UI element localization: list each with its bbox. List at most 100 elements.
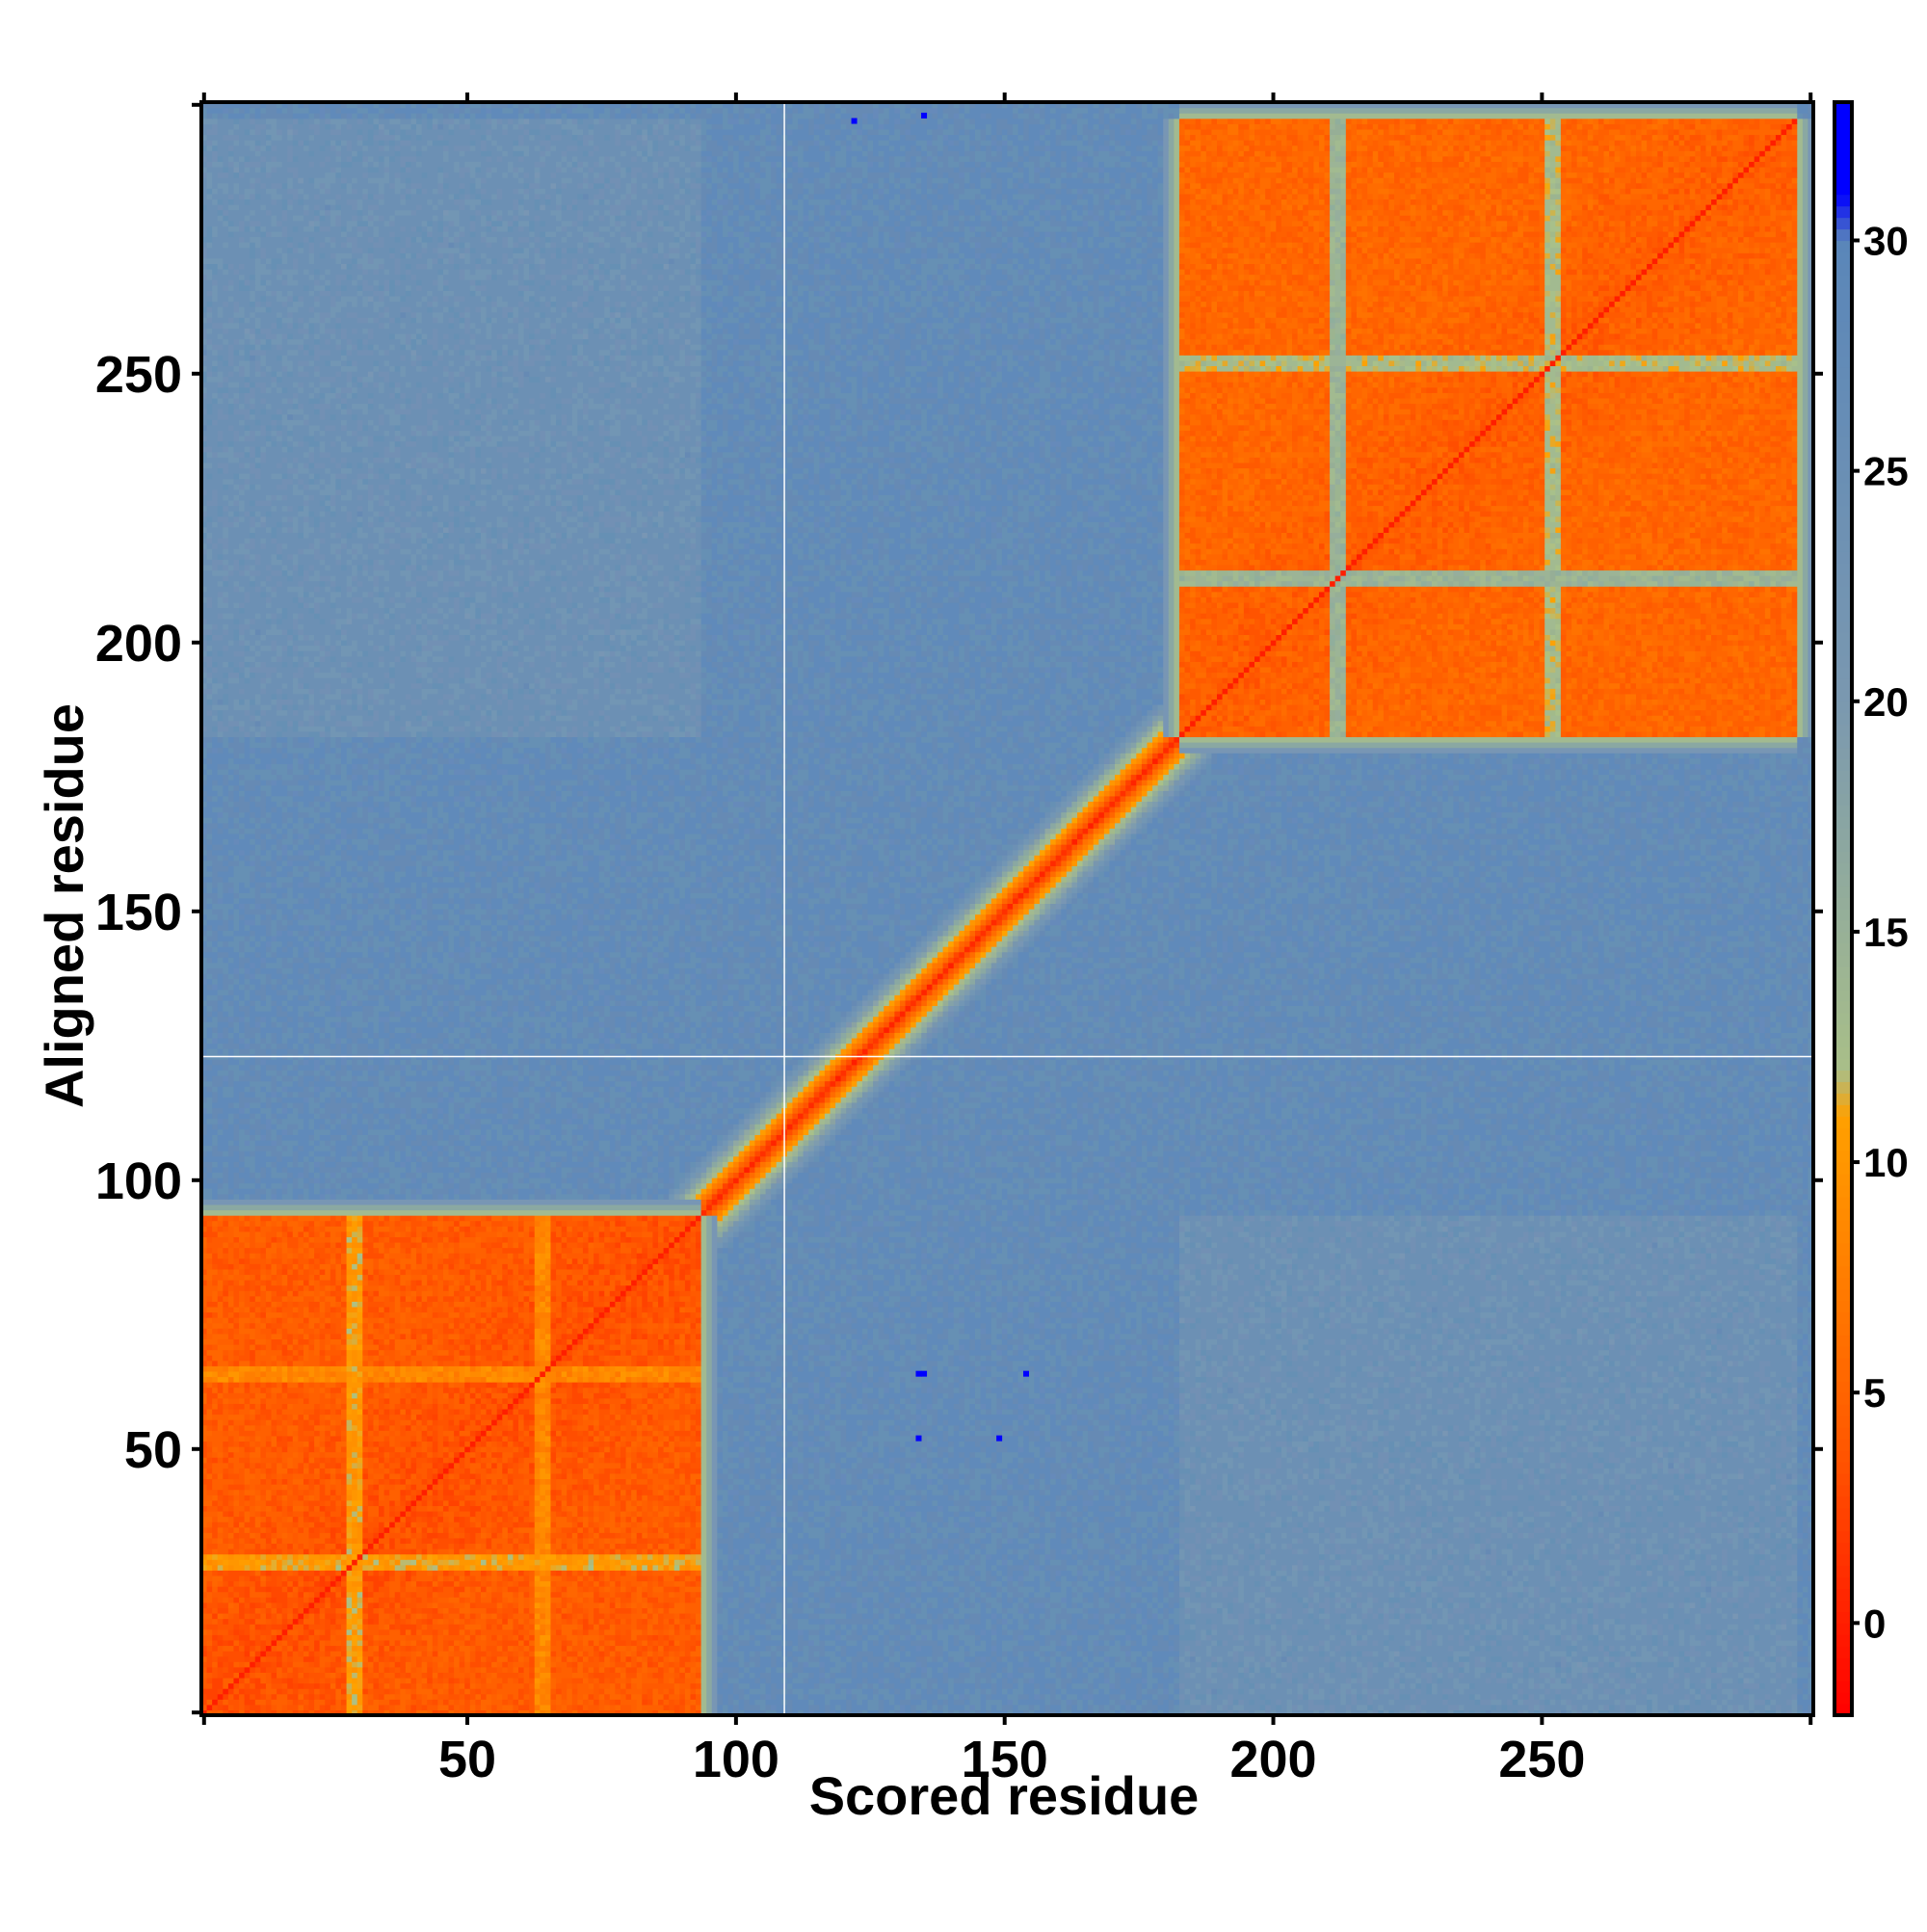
heatmap-cell xyxy=(1432,1661,1438,1667)
heatmap-cell xyxy=(1179,1705,1201,1710)
heatmap-cell xyxy=(862,1699,868,1705)
heatmap-cell xyxy=(969,1661,986,1667)
heatmap-cell xyxy=(674,1661,680,1667)
heatmap-cell xyxy=(443,1645,449,1651)
heatmap-cell xyxy=(352,1645,357,1651)
heatmap-cell xyxy=(1561,1699,1567,1705)
heatmap-cell xyxy=(1094,1688,1099,1694)
heatmap-cell xyxy=(610,1651,616,1656)
heatmap-cell xyxy=(894,1661,900,1667)
heatmap-cell xyxy=(615,1683,620,1689)
heatmap-cell xyxy=(1067,1694,1078,1700)
heatmap-cell xyxy=(556,1705,562,1710)
heatmap-cell xyxy=(927,1699,933,1705)
heatmap-cell xyxy=(287,1672,293,1678)
heatmap-cell xyxy=(1223,1656,1234,1662)
heatmap-cell xyxy=(1438,1683,1454,1689)
heatmap-cell xyxy=(379,1645,384,1651)
heatmap-cell xyxy=(1555,1699,1561,1705)
heatmap-cell xyxy=(1083,1699,1089,1705)
heatmap-cell xyxy=(330,1683,336,1689)
heatmap-cell xyxy=(1786,1645,1798,1651)
heatmap-cell xyxy=(239,1694,245,1700)
heatmap-cell xyxy=(1491,1672,1496,1678)
heatmap-cell xyxy=(298,1645,304,1651)
heatmap-cell xyxy=(728,1705,734,1710)
heatmap-cell xyxy=(620,1699,637,1705)
heatmap-cell xyxy=(1254,1651,1266,1656)
heatmap-cell xyxy=(282,1651,288,1656)
heatmap-cell xyxy=(481,1678,487,1683)
heatmap-cell xyxy=(362,1678,368,1683)
heatmap-cell xyxy=(1544,1678,1550,1683)
heatmap-cell xyxy=(1421,1705,1448,1710)
heatmap-cell xyxy=(937,1688,943,1694)
heatmap-cell xyxy=(927,1672,933,1678)
heatmap-cell xyxy=(529,1705,535,1710)
heatmap-cell xyxy=(781,1645,793,1651)
heatmap-cell xyxy=(1755,1651,1760,1656)
heatmap-cell xyxy=(1109,1683,1115,1689)
heatmap-cell xyxy=(352,1651,357,1656)
heatmap-cell xyxy=(475,1645,481,1651)
heatmap-cell xyxy=(416,1688,433,1694)
heatmap-cell xyxy=(615,1645,626,1651)
heatmap-cell xyxy=(981,1705,987,1710)
heatmap-cell xyxy=(320,1694,326,1700)
heatmap-cell xyxy=(1249,1683,1254,1689)
heatmap-cell xyxy=(1136,1656,1142,1662)
heatmap-cell xyxy=(1786,1699,1792,1705)
heatmap-cell xyxy=(1513,1645,1524,1651)
heatmap-cell xyxy=(1722,1683,1744,1689)
heatmap-cell xyxy=(406,1705,411,1710)
heatmap-cell xyxy=(943,1667,949,1673)
heatmap-cell xyxy=(443,1683,449,1689)
heatmap-cell xyxy=(1271,1672,1277,1678)
heatmap-cell xyxy=(830,1688,835,1694)
heatmap-cell xyxy=(422,1678,428,1683)
heatmap-cell xyxy=(1362,1667,1368,1673)
heatmap-cell xyxy=(1071,1678,1083,1683)
heatmap-cell xyxy=(1008,1678,1014,1683)
heatmap-cell xyxy=(1378,1694,1394,1700)
heatmap-cell xyxy=(475,1656,481,1662)
heatmap-cell xyxy=(1185,1683,1197,1689)
heatmap-cell xyxy=(857,1699,862,1705)
heatmap-cell xyxy=(1496,1705,1502,1710)
heatmap-cell xyxy=(362,1661,368,1667)
heatmap-cell xyxy=(1679,1651,1685,1656)
heatmap-cell xyxy=(792,1661,798,1667)
heatmap-cell xyxy=(1008,1651,1014,1656)
heatmap-cell xyxy=(604,1672,620,1678)
heatmap-cell xyxy=(1330,1645,1335,1651)
heatmap-cell xyxy=(1502,1705,1508,1710)
heatmap-cell xyxy=(1582,1694,1588,1700)
heatmap-cell xyxy=(674,1651,680,1656)
heatmap-cell xyxy=(218,1640,224,1646)
heatmap-cell xyxy=(1415,1672,1421,1678)
heatmap-cell xyxy=(604,1661,610,1667)
heatmap-cell xyxy=(841,1667,847,1673)
heatmap-cell xyxy=(771,1651,777,1656)
heatmap-cell xyxy=(277,1667,282,1673)
heatmap-cell xyxy=(250,1661,255,1667)
heatmap-cell xyxy=(696,1661,701,1667)
heatmap-cell xyxy=(1298,1694,1304,1700)
heatmap-cell xyxy=(1609,1661,1615,1667)
heatmap-cell xyxy=(1056,1678,1062,1683)
heatmap-cell xyxy=(787,1699,793,1705)
heatmap-cell xyxy=(1705,1667,1711,1673)
heatmap-cell xyxy=(835,1678,852,1683)
heatmap-cell xyxy=(1125,1699,1131,1705)
heatmap-cell xyxy=(1480,1699,1491,1705)
heatmap-cell xyxy=(1797,1672,1808,1678)
heatmap-cell xyxy=(1238,1688,1244,1694)
heatmap-cell xyxy=(1507,1699,1513,1705)
heatmap-cell xyxy=(604,1678,610,1683)
heatmap-cell xyxy=(437,1705,449,1710)
heatmap-cell xyxy=(239,1699,245,1705)
heatmap-cell xyxy=(1759,1651,1765,1656)
heatmap-cell xyxy=(389,1651,395,1656)
heatmap-cell xyxy=(1330,1672,1352,1678)
heatmap-cell xyxy=(1319,1688,1325,1694)
